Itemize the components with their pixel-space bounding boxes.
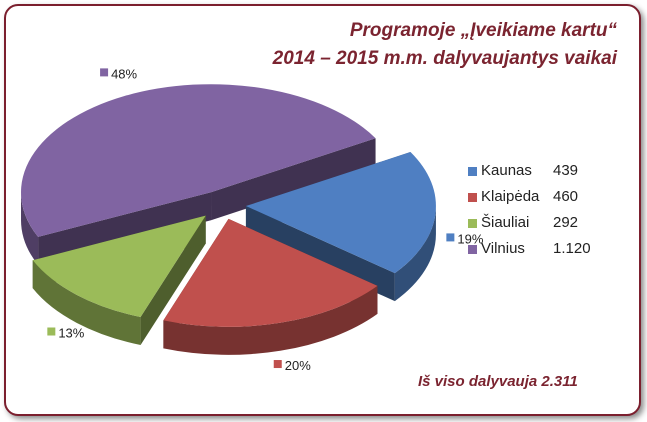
legend-value-vilnius: 1.120 (553, 240, 591, 257)
legend-label-kaunas: Kaunas (481, 162, 532, 179)
legend-value-klaipeda: 460 (553, 188, 579, 205)
slice-klaipeda (163, 218, 378, 355)
slice-vilnius (21, 84, 376, 265)
percent-marker-siauliai (47, 327, 56, 336)
percent-label-vilnius: 48% (111, 66, 137, 81)
percent-label-siauliai: 13% (58, 326, 84, 341)
slice-vilnius-wall-1 (211, 138, 376, 221)
legend-swatch-kaunas (468, 167, 477, 176)
slice-siauliai (32, 215, 206, 346)
percent-marker-klaipeda (273, 360, 282, 369)
legend-label-vilnius: Vilnius (481, 240, 525, 257)
slice-kaunas-rim-0 (394, 206, 436, 302)
slice-siauliai-wall-0 (140, 215, 206, 346)
legend-entry-klaipeda: Klaipėda 460 (468, 188, 618, 214)
legend-value-siauliai: 292 (553, 214, 579, 231)
legend-entry-siauliai: Šiauliai 292 (468, 214, 618, 240)
legend-value-kaunas: 439 (553, 162, 579, 179)
slice-vilnius-wall-0 (38, 192, 212, 265)
legend-entry-kaunas: Kaunas 439 (468, 162, 618, 188)
percent-marker-kaunas (446, 233, 455, 242)
slice-klaipeda-rim-0 (163, 285, 378, 355)
percent-label-kaunas: 19% (457, 231, 483, 246)
chart-title-line-2: 2014 – 2015 m.m. dalyvaujantys vaikai (272, 48, 617, 69)
legend-label-klaipeda: Klaipėda (481, 188, 540, 205)
percent-label-klaipeda: 20% (285, 358, 311, 373)
legend-entry-vilnius: Vilnius 1.120 (468, 240, 618, 266)
slice-vilnius-rim-0 (21, 192, 39, 265)
slice-vilnius-top (21, 84, 376, 237)
legend-swatch-siauliai (468, 219, 477, 228)
legend-swatch-vilnius (468, 245, 477, 254)
slice-klaipeda-top (163, 218, 378, 327)
slice-siauliai-top (32, 215, 206, 318)
slice-siauliai-rim-0 (32, 260, 141, 346)
legend: Kaunas 439 Klaipėda 460 Šiauliai 292 Vil… (468, 162, 618, 266)
legend-swatch-klaipeda (468, 193, 477, 202)
percent-marker-vilnius (100, 68, 109, 77)
total-participants: Iš viso dalyvauja 2.311 (418, 373, 578, 390)
chart-title-line-1: Programoje „Įveikiame kartu“ (349, 20, 617, 41)
legend-label-siauliai: Šiauliai (481, 214, 530, 231)
slice-kaunas-top (245, 152, 436, 274)
